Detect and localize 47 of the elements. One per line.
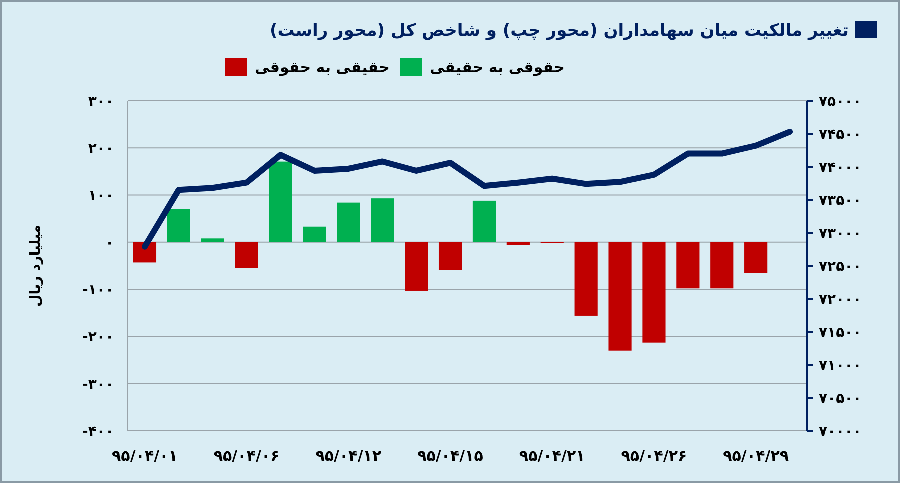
bar [506, 242, 530, 246]
x-tick-label: ۹۵/۰۴/۱۲ [316, 447, 382, 465]
bar [608, 242, 632, 351]
y2-tick-label: ۷۳۰۰۰ [819, 226, 862, 242]
bar [472, 200, 496, 242]
bar [642, 242, 666, 343]
bar [201, 238, 224, 242]
y2-tick-label: ۷۱۰۰۰ [819, 358, 862, 374]
bar [574, 242, 598, 316]
y2-tick-label: ۷۳۵۰۰ [819, 192, 862, 209]
y-tick-label: ۳۰۰ [88, 94, 114, 110]
y-tick-label: ۲۰۰ [88, 141, 114, 158]
bar [167, 209, 190, 242]
x-tick-label: ۹۵/۰۴/۱۵ [418, 447, 484, 465]
bar [676, 242, 700, 289]
y-tick-label: -۴۰۰ [82, 424, 114, 440]
legend-label: حقوقی به حقیقی [430, 58, 565, 76]
x-tick-label: ۹۵/۰۴/۲۶ [621, 447, 688, 465]
y-tick-label: ۰ [105, 235, 114, 252]
y2-tick-label: ۷۴۵۰۰ [819, 126, 862, 143]
legend-label: حقیقی به حقوقی [255, 58, 390, 76]
x-tick-label: ۹۵/۰۴/۰۱ [112, 447, 178, 465]
y2-tick-label: ۷۲۰۰۰ [819, 292, 862, 308]
bar [405, 242, 428, 291]
bar [303, 226, 326, 242]
x-tick-label: ۹۵/۰۴/۲۹ [723, 447, 790, 465]
x-tick-label: ۹۵/۰۴/۲۱ [519, 447, 586, 465]
y2-tick-label: ۷۰۵۰۰ [819, 390, 862, 407]
bar [337, 202, 360, 242]
y2-tick-label: ۷۵۰۰۰ [819, 94, 862, 110]
y-tick-label: -۲۰۰ [82, 330, 114, 346]
bar [438, 242, 462, 270]
bar [235, 242, 258, 268]
y-tick-label: -۳۰۰ [82, 376, 114, 393]
bar [371, 198, 394, 242]
bar [710, 242, 734, 289]
text: تغییر مالکیت میان سهامداران (محور چپ) و شاخص کل (محور راست) [270, 20, 849, 41]
y2-tick-label: ۷۱۵۰۰ [819, 324, 862, 341]
y2-tick-label: ۷۴۰۰۰ [819, 160, 862, 176]
x-tick-label: ۹۵/۰۴/۰۶ [214, 447, 280, 465]
bar [269, 162, 292, 242]
y-tick-label: -۱۰۰ [82, 282, 114, 298]
y2-tick-label: ۷۰۰۰۰ [819, 424, 862, 440]
y-tick-label: ۱۰۰ [88, 188, 114, 204]
y2-tick-label: ۷۲۵۰۰ [819, 258, 862, 275]
bar [744, 242, 768, 274]
y-axis-title: میلیارد ریال [28, 225, 44, 307]
